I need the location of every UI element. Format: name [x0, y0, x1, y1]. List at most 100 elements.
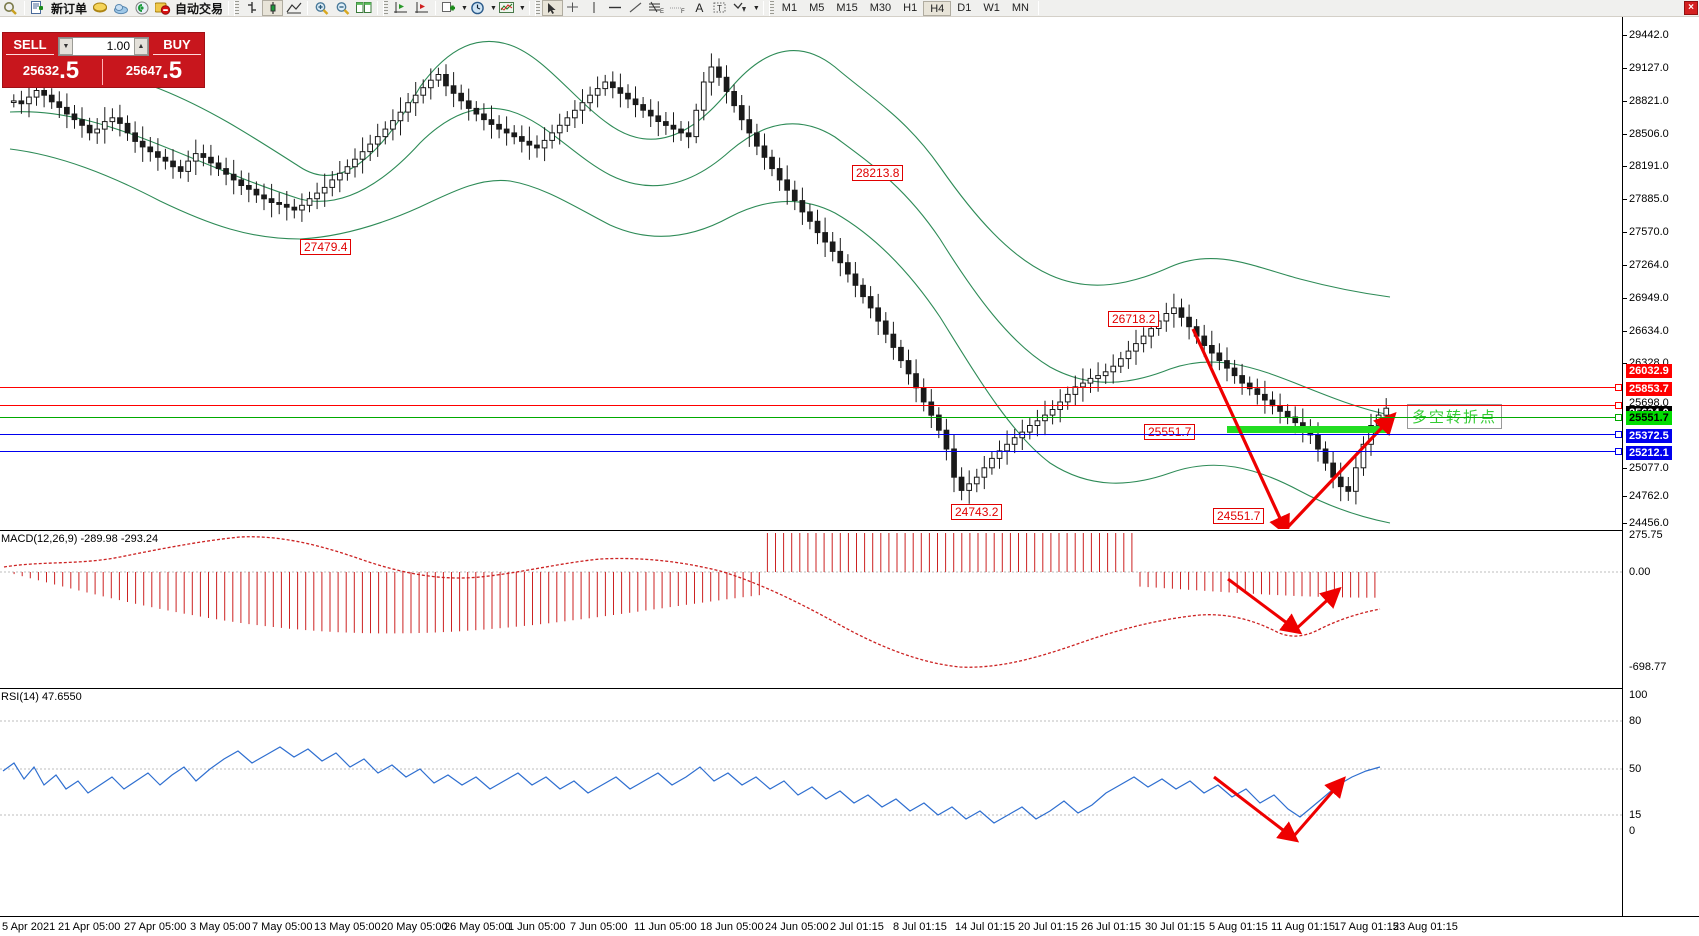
volume-increment-icon[interactable]: ▲	[134, 37, 148, 55]
chart-gold-icon[interactable]	[89, 0, 110, 16]
support-line-25372[interactable]	[0, 434, 1622, 435]
price-axis-tick: 27264.0	[1629, 259, 1669, 271]
timeframe-w1[interactable]: W1	[983, 1, 1000, 14]
time-axis[interactable]: 5 Apr 2021 21 Apr 05:00 27 Apr 05:00 3 M…	[0, 916, 1699, 936]
crosshair-icon[interactable]	[563, 0, 584, 16]
price-level-tag-resistance[interactable]: 26032.9	[1626, 364, 1672, 378]
time-axis-tick: 13 May 05:00	[314, 921, 381, 933]
rsi-axis-tick: 15	[1629, 809, 1642, 821]
new-order-label[interactable]: 新订单	[51, 1, 88, 16]
macd-indicator-pane[interactable]: MACD(12,26,9) -289.98 -293.24 275.75 0.0…	[0, 530, 1666, 686]
volume-value[interactable]: 1.00	[106, 39, 130, 53]
volume-input[interactable]: ▼ 1.00 ▲	[58, 36, 149, 56]
arrows-dropdown-caret-icon[interactable]: ▼	[752, 4, 760, 12]
timeframe-m30[interactable]: M30	[869, 1, 892, 14]
fibo-icon[interactable]: E	[647, 0, 668, 16]
object-add-icon[interactable]	[439, 0, 460, 16]
tile-windows-icon[interactable]	[353, 0, 374, 16]
resistance-line-handle[interactable]	[1615, 384, 1622, 391]
pivot-line-handle[interactable]	[1615, 414, 1622, 421]
chart-object-price-label[interactable]: 27479.4	[300, 239, 352, 255]
buy-price[interactable]: 25647.5	[106, 57, 202, 87]
support-line-25212[interactable]	[0, 451, 1622, 452]
candle-chart-icon[interactable]	[262, 0, 284, 16]
time-axis-tick: 8 Jul 01:15	[893, 921, 947, 933]
timeframe-mn[interactable]: MN	[1011, 1, 1029, 14]
time-axis-tick: 7 Jun 05:00	[570, 921, 628, 933]
rsi-indicator-pane[interactable]: RSI(14) 47.6550 100 80 50 15 0	[0, 688, 1647, 916]
timeframe-h4[interactable]: H4	[923, 0, 952, 16]
price-level-tag-support[interactable]: 25372.5	[1626, 429, 1672, 443]
timeframe-h1[interactable]: H1	[903, 1, 918, 14]
text-icon[interactable]: A	[695, 1, 704, 15]
zoom-in-icon[interactable]	[311, 0, 332, 16]
close-icon[interactable]: ×	[1684, 1, 1698, 15]
back-icon[interactable]	[0, 0, 21, 16]
chart-object-price-label[interactable]: 24743.2	[951, 504, 1003, 520]
new-order-icon[interactable]	[28, 0, 49, 16]
support-line-handle[interactable]	[1615, 431, 1622, 438]
price-axis-tick: 29442.0	[1629, 29, 1669, 41]
toolbar-grip[interactable]	[768, 0, 774, 16]
chart-object-price-label[interactable]: 25551.7	[1144, 424, 1196, 440]
price-axis-tick: 26949.0	[1629, 292, 1669, 304]
time-axis-tick: 23 Aug 01:15	[1393, 921, 1458, 933]
price-level-tag-resistance[interactable]: 25853.7	[1626, 382, 1672, 396]
buy-button[interactable]: BUY	[153, 37, 201, 55]
signal-icon[interactable]	[131, 0, 152, 16]
toolbar-grip[interactable]	[534, 0, 540, 16]
stop-icon[interactable]	[152, 0, 173, 16]
resistance-line-26032[interactable]	[0, 387, 1622, 388]
time-axis-tick: 20 May 05:00	[381, 921, 448, 933]
chart-object-price-label[interactable]: 24551.7	[1213, 508, 1265, 524]
auto-trading-label[interactable]: 自动交易	[175, 1, 224, 16]
resistance-line-25853[interactable]	[0, 405, 1622, 406]
price-level-tag-pivot[interactable]: 25551.7	[1626, 411, 1672, 425]
vline-icon[interactable]	[584, 0, 605, 16]
sell-price[interactable]: 25632.5	[3, 57, 99, 87]
arrows-icon[interactable]	[731, 0, 752, 16]
toolbar-separator	[24, 1, 25, 15]
macd-canvas	[0, 533, 1622, 668]
toolbar-grip[interactable]	[234, 0, 240, 16]
cloud-icon[interactable]	[110, 0, 131, 16]
chart-object-price-label[interactable]: 28213.8	[852, 165, 904, 181]
zoom-out-icon[interactable]	[332, 0, 353, 16]
hline-icon[interactable]	[605, 0, 626, 16]
uptrend-arrow	[1284, 412, 1397, 529]
channel-icon[interactable]: F	[668, 0, 689, 16]
time-axis-tick: 26 May 05:00	[444, 921, 511, 933]
resistance-line-handle[interactable]	[1615, 402, 1622, 409]
period-clock-icon[interactable]	[468, 0, 489, 16]
label-icon[interactable]: T	[710, 0, 731, 16]
template-dropdown-caret-icon[interactable]: ▼	[518, 4, 526, 12]
period-dropdown-caret-icon[interactable]: ▼	[489, 4, 497, 12]
timeframe-m1[interactable]: M1	[781, 1, 798, 14]
timeframe-d1[interactable]: D1	[957, 1, 972, 14]
price-axis-tick: 24762.0	[1629, 490, 1669, 502]
line-chart-icon[interactable]	[283, 0, 304, 16]
template-icon[interactable]	[497, 0, 518, 16]
price-chart-pane[interactable]: 27479.4 28213.8 26718.2 25551.7 24743.2 …	[0, 17, 1622, 529]
trendline-icon[interactable]	[626, 0, 647, 16]
toolbar-grip[interactable]	[383, 0, 389, 16]
object-dropdown-caret-icon[interactable]: ▼	[461, 4, 468, 12]
indicator-icon[interactable]	[411, 0, 432, 16]
sell-button[interactable]: SELL	[6, 37, 54, 55]
sell-price-decimal: .5	[59, 57, 80, 84]
time-axis-tick: 2 Jul 01:15	[830, 921, 884, 933]
rsi-axis-tick: 80	[1629, 715, 1642, 727]
bar-chart-icon[interactable]	[241, 0, 262, 16]
timeframe-m15[interactable]: M15	[836, 1, 858, 14]
one-click-trading-panel[interactable]: SELL ▼ 1.00 ▲ BUY 25632.5 25647.5	[2, 32, 205, 88]
price-level-tag-support[interactable]: 25212.1	[1626, 446, 1672, 460]
timeframe-m5[interactable]: M5	[809, 1, 825, 14]
svg-text:E: E	[660, 9, 664, 15]
cursor-icon[interactable]	[541, 0, 563, 16]
data-window-icon[interactable]	[390, 0, 411, 16]
chart-object-price-label[interactable]: 26718.2	[1108, 311, 1160, 327]
support-line-handle[interactable]	[1615, 448, 1622, 455]
price-chart-canvas	[9, 40, 1397, 529]
pivot-line-25551[interactable]	[0, 417, 1622, 418]
volume-decrement-icon[interactable]: ▼	[59, 37, 73, 55]
